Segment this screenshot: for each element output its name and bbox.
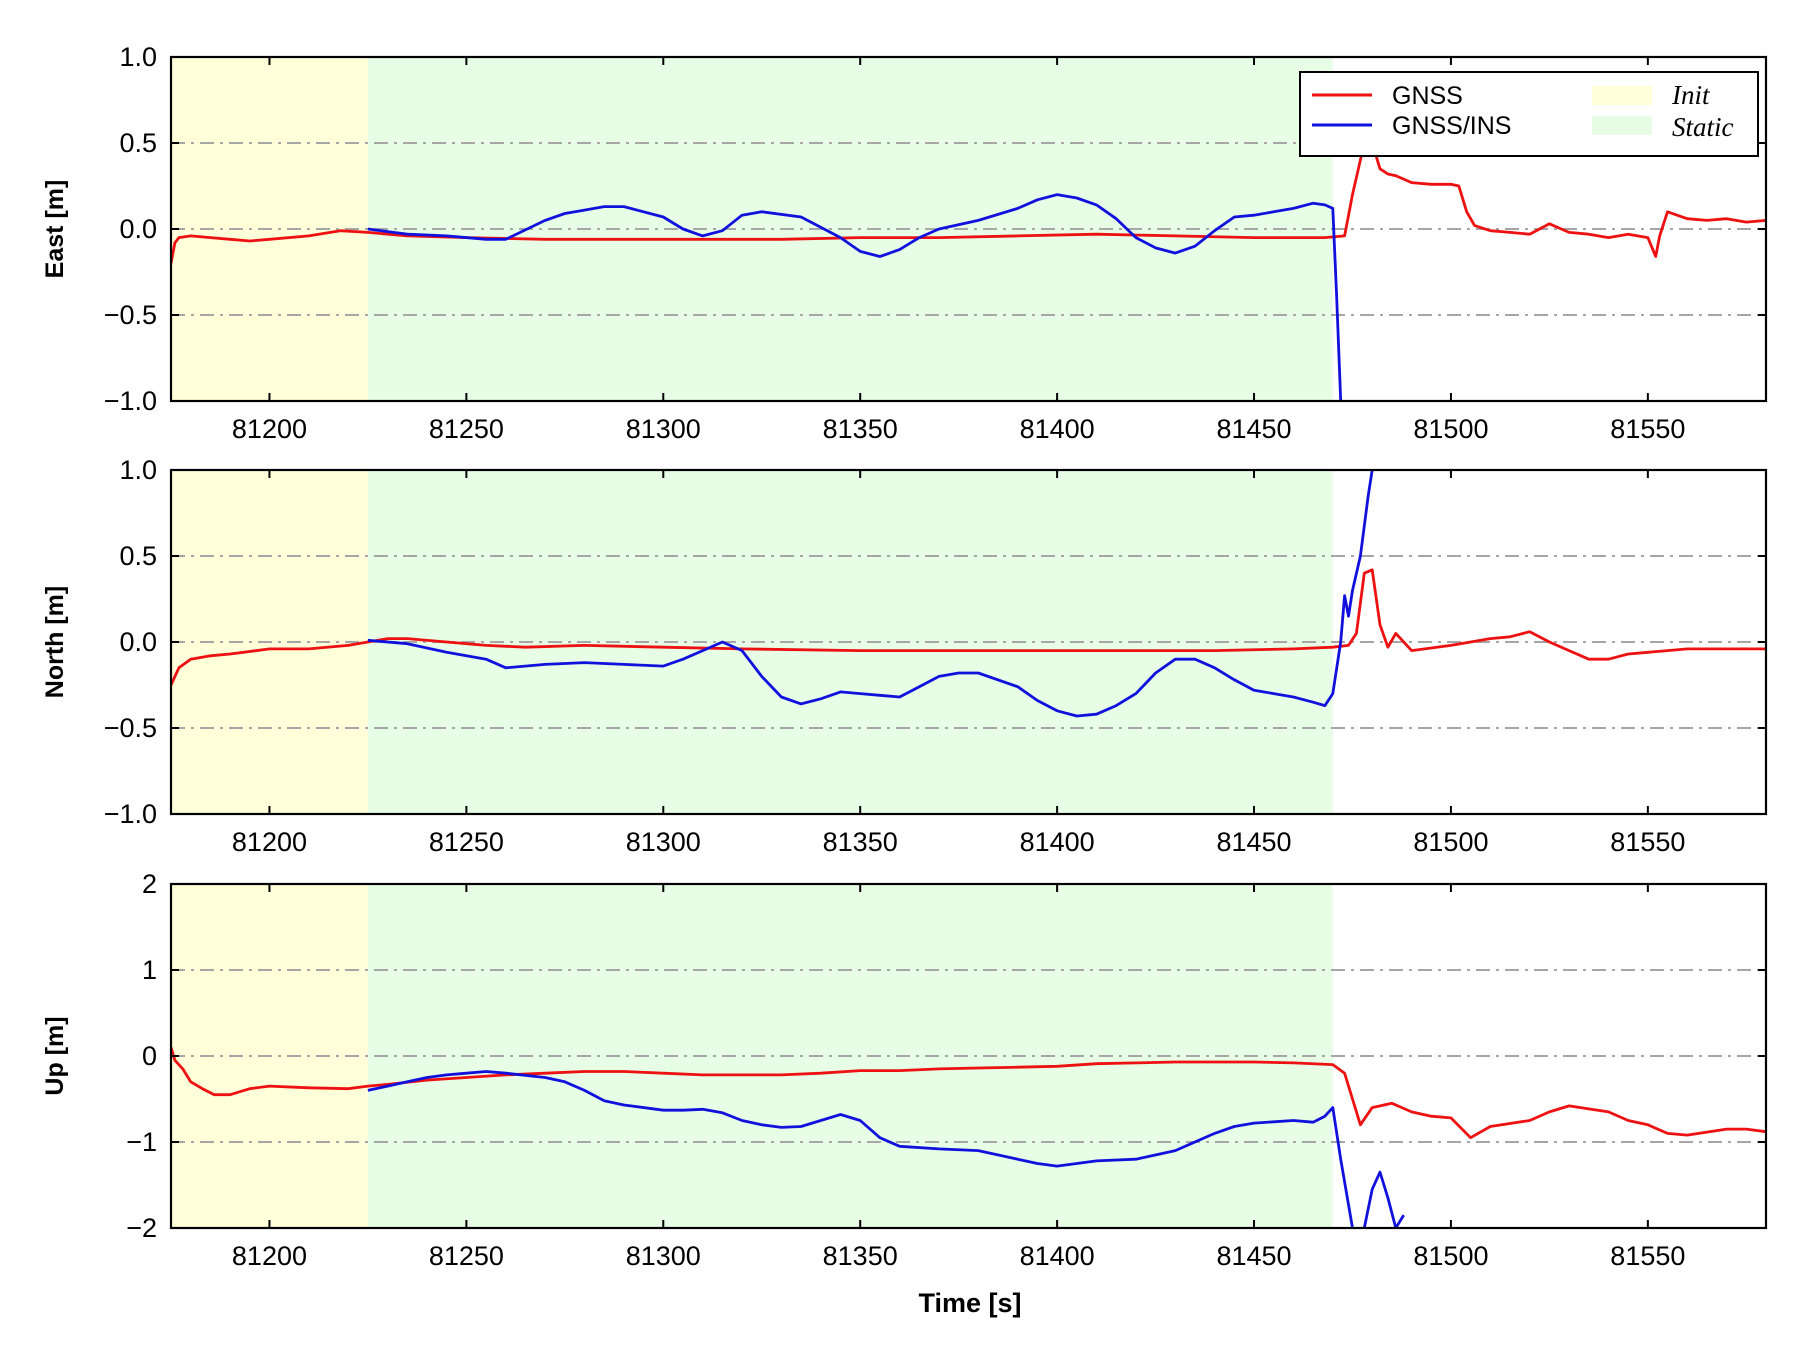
x-tick-label: 81250 bbox=[429, 827, 504, 857]
y-tick-label: 0.5 bbox=[119, 128, 157, 158]
y-ticks: −1.0 −0.5 0.0 0.5 1.0 bbox=[104, 42, 1766, 416]
y-tick-label: −0.5 bbox=[104, 713, 157, 743]
x-tick-label: 81500 bbox=[1413, 414, 1488, 444]
legend-frame bbox=[1299, 71, 1759, 157]
series-lines bbox=[171, 1046, 1766, 1228]
y-tick-label: 0.5 bbox=[119, 541, 157, 571]
x-tick-label: 81400 bbox=[1020, 1241, 1095, 1271]
y-ticks: −2 −1 0 1 2 bbox=[126, 869, 1766, 1243]
y-tick-label: −1.0 bbox=[104, 386, 157, 416]
legend-label-gnss: GNSS bbox=[1392, 82, 1463, 110]
x-tick-label: 81450 bbox=[1216, 827, 1291, 857]
series-line-gnss bbox=[171, 1046, 1766, 1140]
grid-lines bbox=[171, 142, 1766, 316]
x-ticks: 81200 81250 81300 81350 81400 81450 81500 81550 bbox=[232, 884, 1685, 1271]
x-ticks: 81200 81250 81300 81350 81400 81450 81500 81550 bbox=[232, 57, 1685, 444]
y-tick-label: −2 bbox=[126, 1213, 157, 1243]
y-tick-label: 0.0 bbox=[119, 214, 157, 244]
y-tick-label: 1 bbox=[142, 955, 157, 985]
x-tick-label: 81300 bbox=[626, 1241, 701, 1271]
y-tick-label: 1.0 bbox=[119, 42, 157, 72]
y-tick-label: 0 bbox=[142, 1041, 157, 1071]
y-axis-label: East [m] bbox=[41, 180, 69, 279]
series-line-gnss-ins bbox=[367, 470, 1374, 718]
x-tick-label: 81350 bbox=[823, 1241, 898, 1271]
x-tick-label: 81500 bbox=[1413, 1241, 1488, 1271]
x-ticks: 81200 81250 81300 81350 81400 81450 81500 81550 bbox=[232, 470, 1685, 857]
y-tick-label: −1.0 bbox=[104, 799, 157, 829]
x-tick-label: 81200 bbox=[232, 827, 307, 857]
x-tick-label: 81300 bbox=[626, 827, 701, 857]
x-tick-label: 81550 bbox=[1610, 1241, 1685, 1271]
panel-north: 81200 81250 81300 81350 81400 81450 81500 81550… bbox=[41, 455, 1768, 857]
x-tick-label: 81400 bbox=[1020, 414, 1095, 444]
y-tick-label: 0.0 bbox=[119, 627, 157, 657]
x-axis-label: Time [s] bbox=[918, 1288, 1021, 1318]
legend-patch-init bbox=[1592, 86, 1652, 105]
x-tick-label: 81450 bbox=[1216, 1241, 1291, 1271]
series-lines bbox=[171, 470, 1766, 718]
panel-up: 81200 81250 81300 81350 81400 81450 81500 81550… bbox=[41, 869, 1768, 1271]
x-tick-label: 81550 bbox=[1610, 827, 1685, 857]
x-tick-label: 81300 bbox=[626, 414, 701, 444]
grid-lines bbox=[171, 969, 1766, 1143]
y-tick-label: 1.0 bbox=[119, 455, 157, 485]
panel-east: 81200 81250 81300 81350 81400 81450 81500 81550… bbox=[41, 42, 1768, 444]
x-tick-label: 81200 bbox=[232, 1241, 307, 1271]
x-tick-label: 81350 bbox=[823, 414, 898, 444]
y-tick-label: −1 bbox=[126, 1127, 157, 1157]
y-tick-label: 2 bbox=[142, 869, 157, 899]
legend-label-static: Static bbox=[1672, 112, 1734, 142]
legend-label-init: Init bbox=[1671, 80, 1711, 110]
x-tick-label: 81350 bbox=[823, 827, 898, 857]
y-tick-label: −0.5 bbox=[104, 300, 157, 330]
series-line-gnss-ins bbox=[367, 1070, 1354, 1228]
x-tick-label: 81450 bbox=[1216, 414, 1291, 444]
x-tick-label: 81550 bbox=[1610, 414, 1685, 444]
legend: GNSS GNSS/INS Init Static bbox=[1299, 71, 1759, 157]
legend-label-gnss-ins: GNSS/INS bbox=[1392, 112, 1511, 140]
series-line-gnss-ins bbox=[367, 193, 1343, 401]
series-line-gnss bbox=[171, 568, 1766, 686]
x-tick-label: 81250 bbox=[429, 414, 504, 444]
y-ticks: −1.0 −0.5 0.0 0.5 1.0 bbox=[104, 455, 1766, 829]
x-tick-label: 81400 bbox=[1020, 827, 1095, 857]
x-tick-label: 81250 bbox=[429, 1241, 504, 1271]
y-axis-label: Up [m] bbox=[41, 1016, 69, 1095]
series-line-gnss-ins bbox=[1362, 1170, 1405, 1228]
x-tick-label: 81200 bbox=[232, 414, 307, 444]
x-tick-label: 81500 bbox=[1413, 827, 1488, 857]
y-axis-label: North [m] bbox=[41, 586, 69, 698]
legend-patch-static bbox=[1592, 116, 1652, 135]
